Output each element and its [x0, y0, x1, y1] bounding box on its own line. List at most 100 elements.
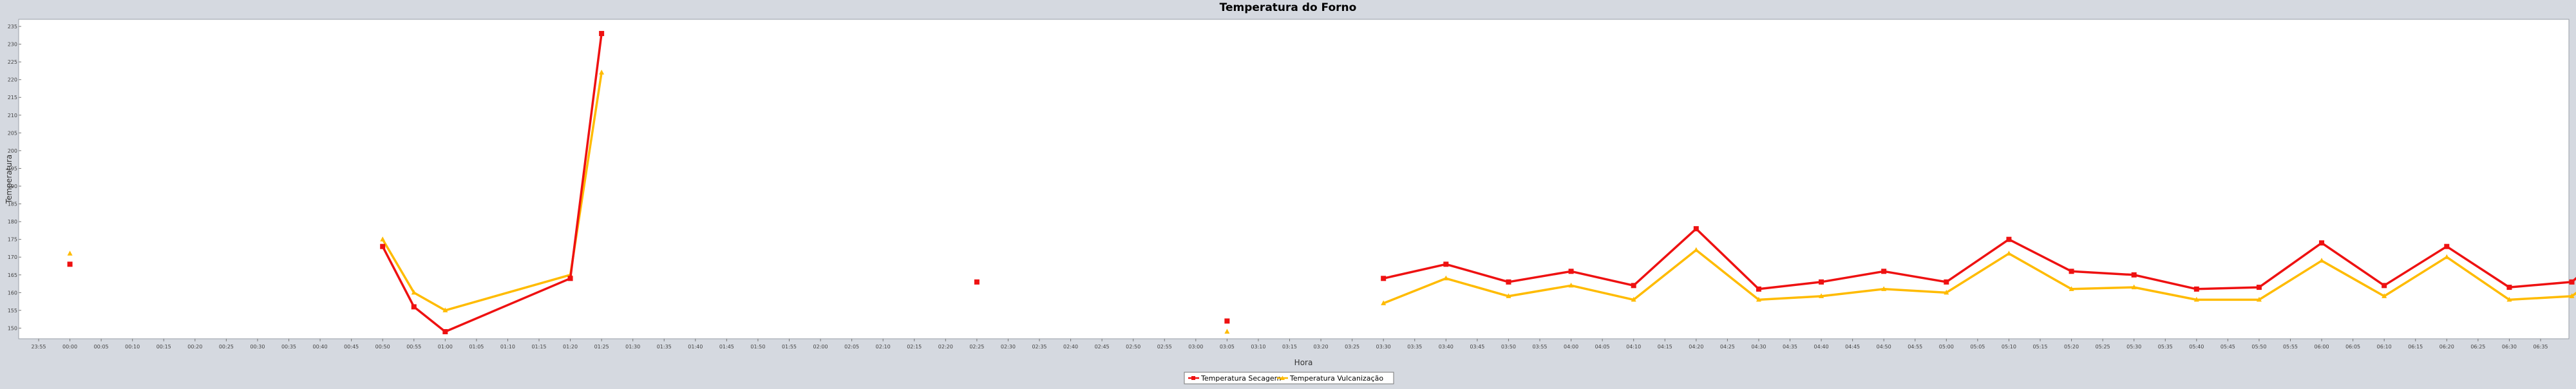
y-tick-label: 165	[8, 272, 17, 278]
x-tick-label: 06:10	[2377, 344, 2392, 350]
data-point-secagem	[1568, 269, 1574, 274]
data-point-secagem	[2006, 236, 2012, 242]
y-tick-label: 195	[8, 166, 17, 171]
data-point-secagem	[1944, 279, 1949, 285]
x-tick-label: 00:45	[344, 344, 359, 350]
y-tick-label: 180	[8, 219, 17, 225]
data-point-secagem	[974, 279, 980, 285]
x-tick-label: 02:25	[969, 344, 984, 350]
y-tick-label: 150	[8, 325, 17, 331]
x-tick-label: 06:15	[2408, 344, 2423, 350]
x-tick-label: 00:40	[313, 344, 328, 350]
x-tick-label: 04:45	[1845, 344, 1860, 350]
data-point-secagem	[2506, 285, 2512, 290]
data-point-secagem	[1381, 276, 1387, 281]
series-line-secagem	[1382, 227, 2576, 290]
series-layer	[67, 31, 2576, 334]
data-point-secagem	[1631, 283, 1636, 289]
data-point-secagem	[380, 243, 386, 249]
data-point-vulcanizacao	[442, 307, 448, 312]
x-axis-label: Hora	[1294, 358, 1313, 367]
y-tick-label: 220	[8, 77, 17, 83]
data-point-vulcanizacao	[2006, 251, 2012, 256]
x-tick-label: 01:15	[531, 344, 546, 350]
x-tick-label: 04:25	[1720, 344, 1735, 350]
x-tick-label: 00:05	[94, 344, 109, 350]
x-tick-label: 05:25	[2096, 344, 2110, 350]
x-tick-label: 01:55	[782, 344, 797, 350]
x-tick-label: 06:25	[2470, 344, 2485, 350]
x-tick-label: 06:35	[2533, 344, 2548, 350]
x-tick-label: 01:05	[469, 344, 484, 350]
x-tick-label: 05:40	[2189, 344, 2204, 350]
x-tick-label: 03:25	[1345, 344, 1359, 350]
data-point-vulcanizacao	[1381, 300, 1387, 305]
x-tick-label: 04:40	[1814, 344, 1829, 350]
x-tick-label: 03:55	[1532, 344, 1547, 350]
chart-title: Temperatura do Forno	[1220, 1, 1357, 14]
x-tick-label: 05:50	[2251, 344, 2266, 350]
data-point-secagem	[1224, 318, 1230, 324]
data-point-vulcanizacao	[2382, 293, 2387, 298]
x-tick-label: 05:55	[2283, 344, 2298, 350]
data-point-secagem	[67, 261, 73, 267]
data-point-vulcanizacao	[1819, 293, 1824, 298]
data-point-secagem	[1443, 261, 1449, 267]
data-point-secagem	[442, 328, 448, 334]
x-tick-label: 01:35	[657, 344, 672, 350]
x-tick-label: 02:45	[1095, 344, 1110, 350]
data-point-secagem	[2131, 272, 2137, 278]
x-tick-label: 02:10	[876, 344, 891, 350]
x-tick-label: 00:35	[281, 344, 296, 350]
data-point-vulcanizacao	[411, 289, 417, 295]
x-tick-label: 00:55	[406, 344, 421, 350]
data-point-secagem	[567, 276, 573, 281]
x-tick-label: 01:00	[438, 344, 453, 350]
x-tick-label: 00:25	[219, 344, 234, 350]
x-tick-label: 03:10	[1251, 344, 1265, 350]
x-tick-label: 02:30	[1001, 344, 1016, 350]
data-point-vulcanizacao	[2319, 258, 2325, 263]
x-tick-label: 05:05	[1970, 344, 1985, 350]
x-tick-label: 05:20	[2064, 344, 2079, 350]
x-tick-label: 03:45	[1470, 344, 1484, 350]
x-tick-label: 02:50	[1126, 344, 1141, 350]
data-point-secagem	[2193, 286, 2199, 292]
data-point-secagem	[1819, 279, 1824, 285]
y-tick-label: 225	[8, 59, 17, 65]
x-tick-label: 02:35	[1032, 344, 1046, 350]
x-tick-label: 06:05	[2345, 344, 2360, 350]
y-tick-label: 170	[8, 254, 17, 260]
data-point-vulcanizacao	[1693, 247, 1699, 252]
x-tick-label: 02:00	[813, 344, 828, 350]
x-tick-label: 00:20	[187, 344, 202, 350]
data-point-vulcanizacao	[1224, 328, 1230, 334]
y-axis-label: Temperatura	[5, 155, 14, 204]
data-point-vulcanizacao	[1443, 275, 1449, 281]
legend-label-vulcanizacao: Temperatura Vulcanização	[1289, 374, 1383, 383]
data-point-secagem	[1756, 286, 1761, 292]
x-tick-label: 02:40	[1063, 344, 1078, 350]
data-point-secagem	[2569, 279, 2575, 285]
y-tick-label: 200	[8, 148, 17, 154]
x-tick-label: 04:50	[1877, 344, 1891, 350]
x-tick-label: 04:30	[1751, 344, 1766, 350]
x-tick-label: 01:40	[688, 344, 703, 350]
x-tick-label: 02:20	[938, 344, 953, 350]
y-tick-label: 155	[8, 308, 17, 314]
x-tick-label: 05:00	[1939, 344, 1954, 350]
x-tick-label: 05:45	[2221, 344, 2235, 350]
data-point-vulcanizacao	[1756, 296, 1761, 302]
y-tick-label: 205	[8, 130, 17, 136]
x-tick-label: 00:10	[125, 344, 140, 350]
y-axis: 150 155 160 165 170 175 180 185 190 195 200 205 210 2…	[8, 24, 21, 331]
data-point-vulcanizacao	[2506, 296, 2512, 302]
data-point-vulcanizacao	[1506, 293, 1511, 298]
data-point-secagem	[2319, 240, 2325, 246]
x-tick-label: 04:20	[1689, 344, 1703, 350]
x-tick-label: 03:30	[1376, 344, 1391, 350]
data-point-secagem	[2382, 283, 2387, 289]
legend: Temperatura Secagem Temperatura Vulcaniz…	[1184, 372, 1394, 384]
